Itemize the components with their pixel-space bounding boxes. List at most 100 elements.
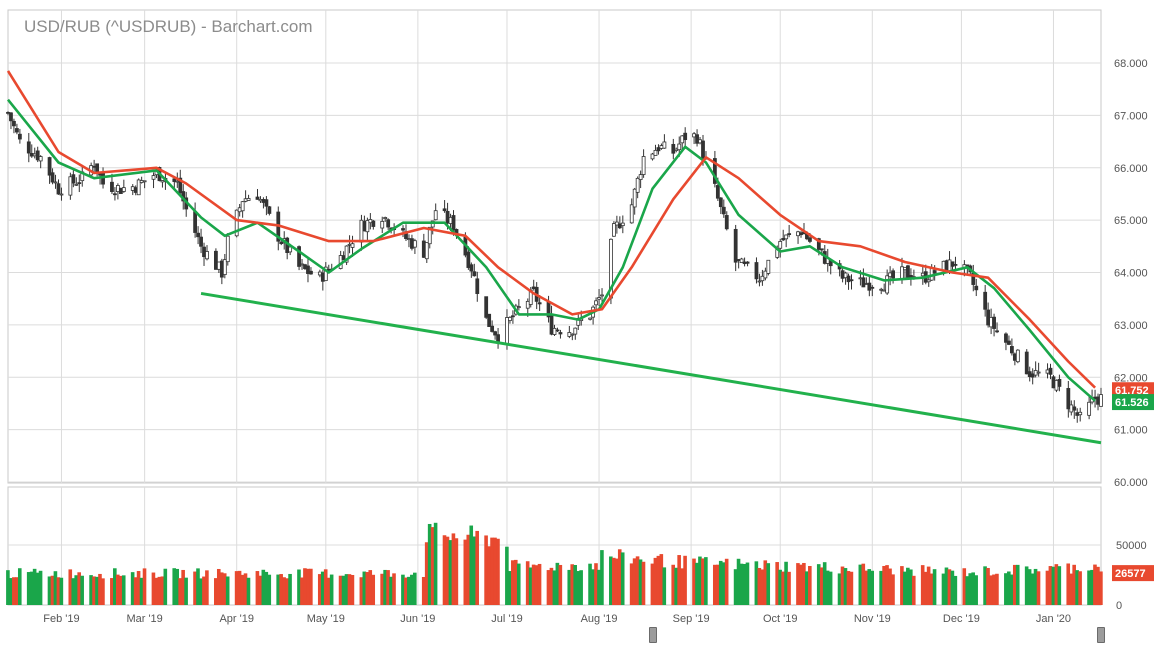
volume-bar (594, 563, 598, 605)
volume-bar (879, 570, 883, 605)
volume-bar (837, 573, 842, 605)
volume-bar (588, 563, 592, 605)
candle-body (891, 270, 895, 279)
volume-bar (17, 568, 22, 605)
volume-bar (1093, 564, 1097, 605)
candle-body (617, 223, 622, 229)
volume-bar (347, 574, 352, 605)
volume-bar (846, 571, 851, 605)
candle-body (26, 141, 31, 154)
candle-body (407, 238, 411, 241)
candle-body (1033, 370, 1038, 376)
volume-bar (1033, 568, 1038, 605)
volume-bar (612, 557, 616, 605)
volume-bar (641, 561, 646, 605)
volume-bar (181, 569, 185, 605)
y-tick-label: 66.000 (1114, 163, 1148, 175)
volume-bar (885, 565, 889, 605)
candle-body (92, 165, 97, 168)
volume-bar (89, 575, 93, 605)
volume-bar (323, 569, 328, 605)
volume-bar (629, 563, 634, 605)
candle-body (56, 183, 61, 195)
volume-bar (306, 568, 310, 605)
candle-body (1012, 353, 1017, 361)
volume-bar (234, 571, 239, 605)
candle-body (365, 220, 370, 233)
volume-bar (816, 564, 821, 605)
candle-body (986, 309, 991, 326)
candle-body (505, 317, 509, 344)
candle-body (638, 174, 643, 180)
candle-body (614, 221, 619, 226)
candle-body (808, 237, 812, 242)
candle-body (240, 201, 245, 212)
candle-body (656, 147, 661, 152)
candle-body (413, 240, 417, 248)
volume-bar (121, 575, 126, 605)
candle-body (490, 325, 495, 332)
candle-body (1054, 379, 1059, 391)
x-tick-label: Jan '20 (1036, 613, 1071, 625)
volume-bar (683, 555, 687, 605)
volume-bar (546, 570, 551, 605)
volume-bar (38, 570, 43, 605)
volume-bar (15, 577, 19, 605)
candle-body (846, 275, 851, 283)
volume-bar (900, 566, 904, 605)
volume-bar (513, 559, 518, 605)
candle-body (903, 266, 907, 271)
volume-bar (656, 555, 661, 605)
volume-bar (653, 557, 658, 605)
volume-bar (448, 540, 453, 605)
candle-body (555, 329, 560, 332)
candle-body (733, 228, 738, 263)
candle-body (635, 177, 640, 193)
volume-bar (525, 561, 530, 605)
y-tick-label: 63.000 (1114, 320, 1148, 332)
volume-bar (579, 570, 583, 605)
volume-bar (71, 578, 76, 605)
volume-bar (576, 571, 580, 605)
candle-body (142, 180, 147, 183)
candle-body (136, 179, 141, 196)
candle-body (50, 172, 55, 183)
volume-bar (680, 568, 684, 605)
candle-body (258, 198, 263, 202)
y-tick-label: 65.000 (1114, 215, 1148, 227)
volume-bar (516, 563, 521, 605)
candle-body (900, 266, 904, 279)
candle-body (9, 112, 13, 122)
candle-body (537, 302, 542, 305)
candle-body (451, 215, 456, 231)
volume-bar (775, 562, 779, 605)
volume-bar (1048, 566, 1053, 605)
volume-bar (733, 569, 738, 605)
volume-bar (47, 576, 52, 605)
candle-body (840, 270, 845, 279)
navigator-left-handle[interactable] (649, 627, 657, 643)
volume-bar (944, 567, 949, 605)
y-tick-label: 60.000 (1114, 477, 1148, 489)
candle-body (317, 271, 322, 276)
volume-bar (496, 538, 500, 605)
candle-body (151, 175, 156, 180)
volume-bar (1075, 570, 1079, 605)
candle-body (594, 300, 598, 306)
candle-body (386, 219, 391, 228)
volume-bar (113, 568, 117, 605)
candle-body (368, 219, 373, 224)
candle-body (38, 156, 43, 162)
volume-bar (184, 577, 188, 605)
candle-body (427, 226, 432, 245)
candle-body (110, 181, 114, 192)
candle-body (525, 300, 530, 309)
volume-bar (614, 558, 619, 605)
x-tick-label: Dec '19 (943, 613, 980, 625)
volume-bar (718, 560, 723, 605)
navigator-right-handle[interactable] (1097, 627, 1105, 643)
candle-body (205, 251, 209, 260)
volume-bar (6, 570, 10, 605)
candle-body (469, 264, 474, 272)
candle-body (261, 199, 266, 203)
